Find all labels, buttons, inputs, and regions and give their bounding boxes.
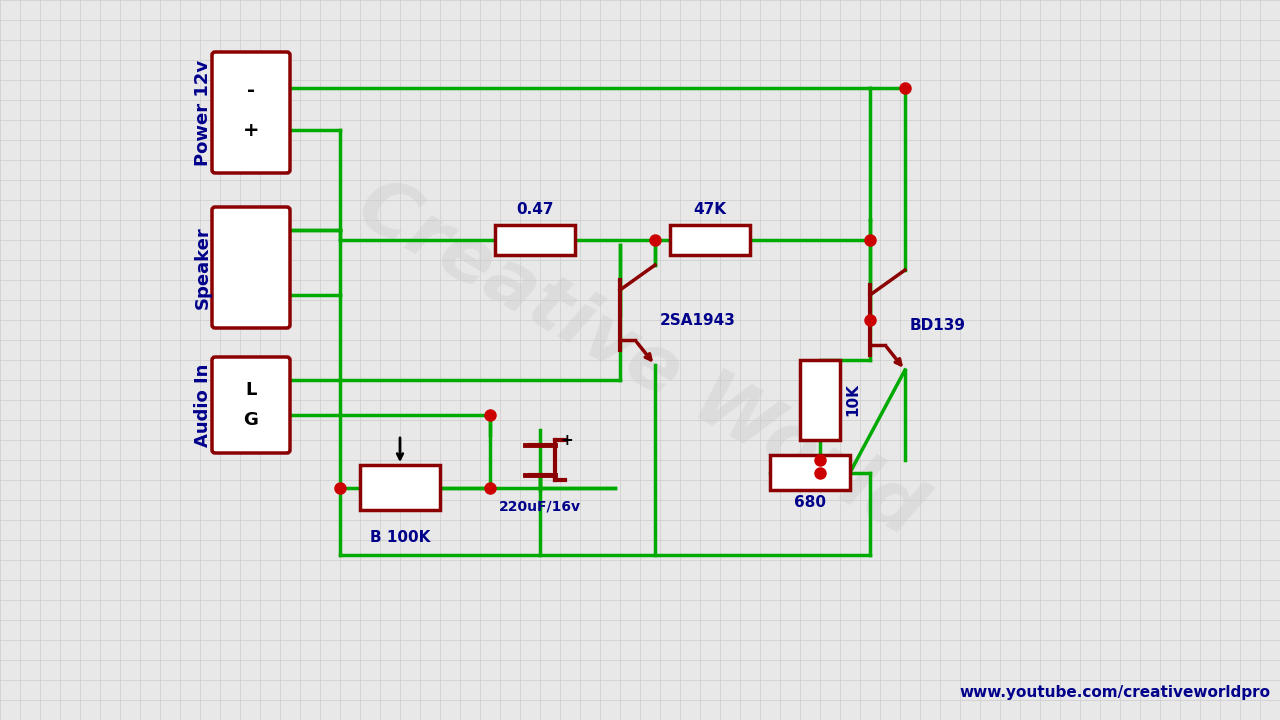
Text: B 100K: B 100K <box>370 530 430 545</box>
Text: 0.47: 0.47 <box>516 202 554 217</box>
Text: www.youtube.com/creativeworldpro: www.youtube.com/creativeworldpro <box>959 685 1270 700</box>
Text: +: + <box>243 120 260 140</box>
Text: Speaker: Speaker <box>195 226 212 309</box>
Text: Creative World: Creative World <box>346 168 934 552</box>
Bar <box>360 465 440 510</box>
FancyBboxPatch shape <box>212 357 291 453</box>
Text: Audio In: Audio In <box>195 364 212 446</box>
Text: 47K: 47K <box>694 202 727 217</box>
Text: L: L <box>246 381 257 399</box>
Bar <box>495 225 575 255</box>
Text: Power 12v: Power 12v <box>195 60 212 166</box>
Text: -: - <box>247 81 255 99</box>
Text: 220uF/16v: 220uF/16v <box>499 500 581 514</box>
Bar <box>669 225 750 255</box>
Text: 2SA1943: 2SA1943 <box>660 312 736 328</box>
Text: 10K: 10K <box>845 384 860 416</box>
Bar <box>800 360 840 440</box>
FancyBboxPatch shape <box>212 52 291 173</box>
FancyBboxPatch shape <box>212 207 291 328</box>
Text: 680: 680 <box>794 495 826 510</box>
Text: G: G <box>243 411 259 429</box>
Bar <box>771 455 850 490</box>
Text: BD139: BD139 <box>910 318 966 333</box>
Text: +: + <box>559 433 572 448</box>
